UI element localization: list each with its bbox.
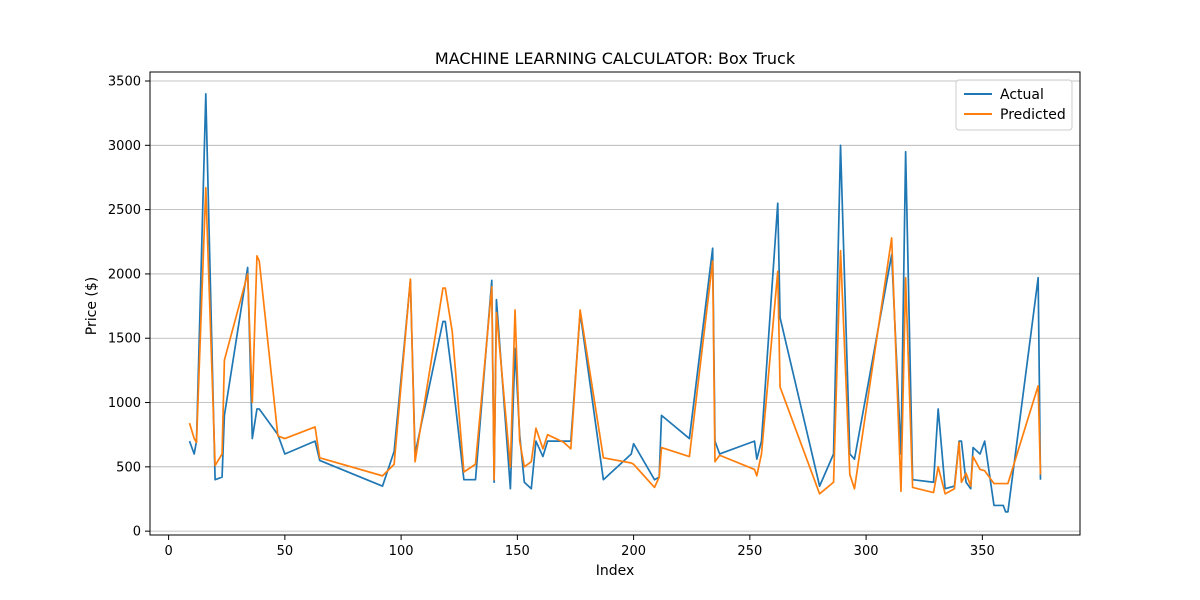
legend: Actual Predicted: [955, 79, 1073, 131]
y-tick-label-0: 0: [133, 525, 141, 540]
ticks: 0 50 100 150 200 250 300 3500500100015002000250…: [108, 75, 995, 559]
x-tick-label-0: 0: [164, 544, 172, 559]
y-tick-label-2500: 2500: [108, 203, 141, 218]
legend-label-predicted: Predicted: [1000, 107, 1066, 123]
x-tick-label-250: 250: [737, 544, 762, 559]
x-tick-label-300: 300: [854, 544, 879, 559]
gridlines: [150, 80, 1080, 532]
y-tick-label-500: 500: [116, 460, 141, 475]
y-tick-label-1000: 1000: [108, 396, 141, 411]
series-line-predicted: [188, 186, 1042, 495]
x-tick-label-200: 200: [621, 544, 646, 559]
y-tick-label-3000: 3000: [108, 139, 141, 154]
x-tick-label-350: 350: [970, 544, 995, 559]
chart-title: MACHINE LEARNING CALCULATOR: Box Truck: [435, 49, 796, 68]
legend-label-actual: Actual: [1000, 87, 1044, 103]
x-axis-label: Index: [596, 563, 635, 579]
plot-frame: [149, 71, 1081, 536]
y-tick-label-1500: 1500: [108, 332, 141, 347]
y-tick-label-2000: 2000: [108, 267, 141, 282]
x-tick-label-150: 150: [505, 544, 530, 559]
axes: [149, 71, 1081, 536]
legend-box: [955, 79, 1073, 131]
x-tick-label-50: 50: [277, 544, 294, 559]
series-lines: [188, 93, 1042, 513]
y-axis-label: Price ($): [84, 277, 100, 335]
x-tick-label-100: 100: [389, 544, 414, 559]
y-tick-label-3500: 3500: [108, 75, 141, 90]
